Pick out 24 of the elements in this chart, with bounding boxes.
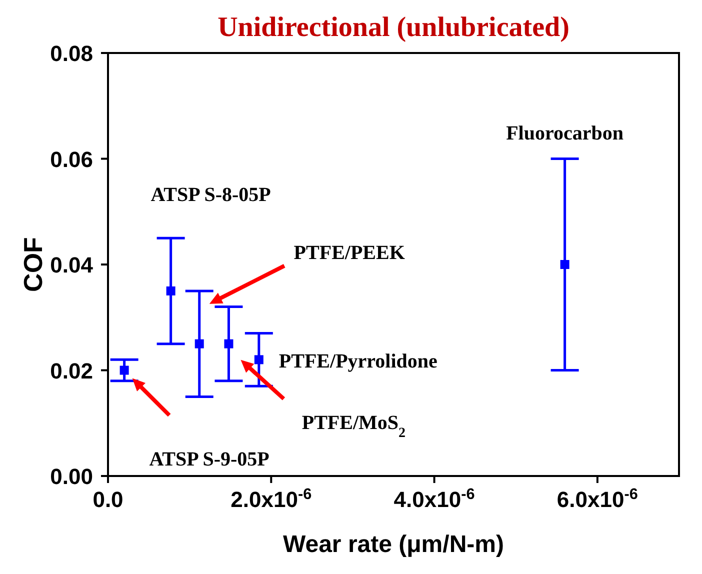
annotation: ATSP S-8-05P bbox=[150, 184, 271, 206]
y-axis-title: COF bbox=[18, 237, 48, 292]
x-tick-label: 6.0x10$^{-6}$ bbox=[556, 486, 638, 512]
y-tick-label: 0.02 bbox=[50, 358, 93, 384]
point bbox=[166, 286, 176, 296]
annotation: PTFE/PEEK bbox=[294, 242, 406, 264]
chart-title: Unidirectional (unlubricated) bbox=[218, 12, 570, 43]
point bbox=[120, 366, 129, 375]
annotation: PTFE/Pyrrolidone bbox=[278, 350, 438, 373]
point bbox=[560, 260, 570, 269]
point bbox=[254, 355, 264, 364]
annotation: Fluorocarbon bbox=[506, 122, 624, 144]
y-tick-label: 0.08 bbox=[50, 41, 93, 66]
point bbox=[224, 339, 234, 348]
annotation: ATSP S-9-05P bbox=[149, 448, 270, 470]
y-tick-label: 0.06 bbox=[50, 146, 93, 172]
annotation: PTFE/MoS$_{2}$ bbox=[302, 412, 406, 440]
y-tick-label: 0.00 bbox=[50, 464, 93, 489]
x-tick-label: 4.0x10$^{-6}$ bbox=[394, 486, 475, 512]
x-tick-label: 2.0x10$^{-6}$ bbox=[230, 486, 312, 512]
point bbox=[194, 339, 204, 348]
x-tick-label: 0.0 bbox=[92, 487, 124, 512]
y-tick-label: 0.04 bbox=[50, 252, 94, 278]
x-axis-title: Wear rate (μm/N-m) bbox=[283, 531, 504, 558]
